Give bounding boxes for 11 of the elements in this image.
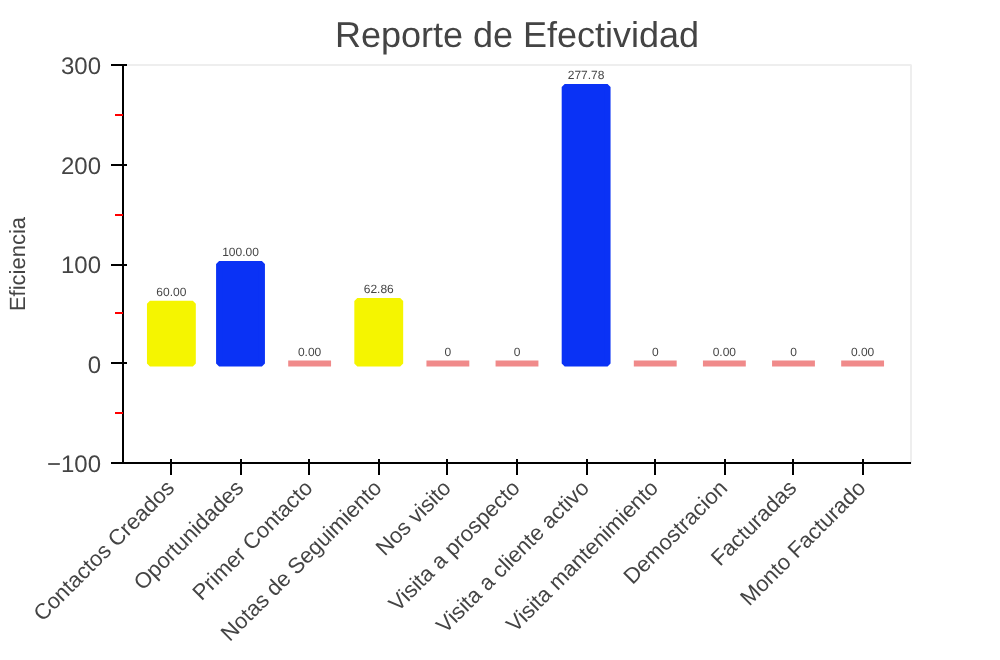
y-axis-title: Eficiencia <box>6 215 31 312</box>
bar <box>146 300 196 367</box>
bar <box>354 297 404 367</box>
y-tick-label: 300 <box>60 52 102 80</box>
y-tick-label: 0 <box>87 350 102 379</box>
y-tick-label: 200 <box>60 151 102 180</box>
bar <box>561 84 611 367</box>
chart-title: Reporte de Efectividad <box>334 15 700 55</box>
y-tick-label: 100 <box>60 251 102 279</box>
bar <box>216 261 265 367</box>
y-tick-label: −100 <box>46 450 102 478</box>
